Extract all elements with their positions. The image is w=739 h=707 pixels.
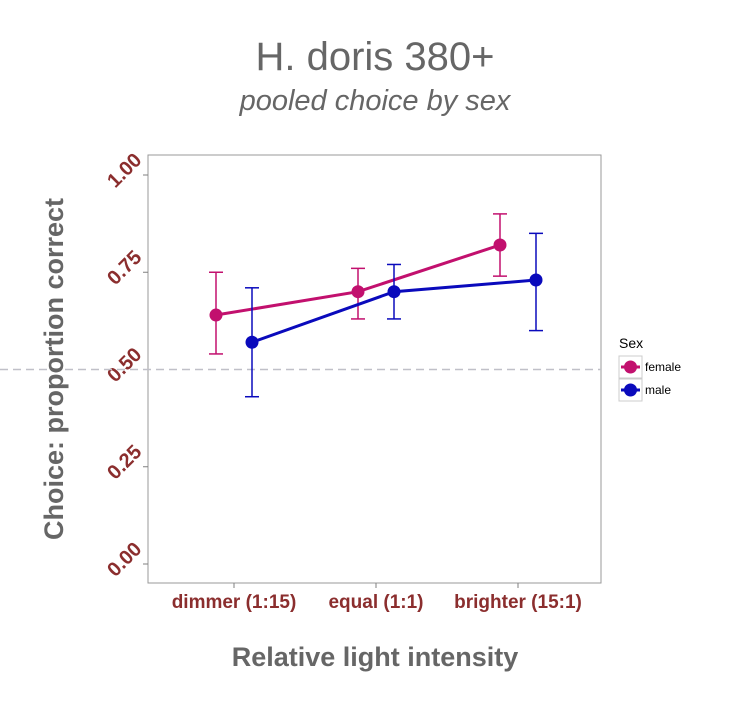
y-tick-label: 0.75 bbox=[103, 246, 146, 289]
data-point-male bbox=[245, 335, 259, 349]
data-point-female bbox=[209, 308, 223, 322]
data-point-male bbox=[529, 273, 543, 287]
legend-label-female: female bbox=[645, 360, 681, 374]
chart-subtitle: pooled choice by sex bbox=[239, 85, 512, 117]
y-tick-label: 0.00 bbox=[103, 538, 146, 581]
legend-key-point bbox=[624, 383, 637, 397]
legend: Sex female male bbox=[618, 335, 681, 402]
data-point-female bbox=[493, 238, 507, 252]
y-axis-label: Choice: proportion correct bbox=[39, 198, 69, 540]
legend-key-point bbox=[624, 360, 637, 374]
data-point-female bbox=[351, 285, 365, 299]
x-tick-label: brighter (15:1) bbox=[454, 592, 582, 613]
series-layer bbox=[209, 213, 543, 398]
y-tick-label: 0.50 bbox=[103, 344, 146, 387]
y-tick-label: 0.25 bbox=[103, 441, 146, 484]
legend-label-male: male bbox=[645, 383, 671, 397]
y-tick-label: 1.00 bbox=[103, 149, 146, 192]
chart-title: H. doris 380+ bbox=[255, 35, 494, 79]
x-tick-label: equal (1:1) bbox=[328, 592, 423, 613]
x-axis-label: Relative light intensity bbox=[232, 642, 519, 672]
data-point-male bbox=[387, 285, 401, 299]
legend-title: Sex bbox=[619, 335, 643, 351]
y-axis: 0.00 0.25 0.50 0.75 1.00 bbox=[103, 149, 148, 581]
x-axis: dimmer (1:15) equal (1:1) brighter (15:1) bbox=[172, 583, 582, 613]
x-tick-label: dimmer (1:15) bbox=[172, 592, 297, 613]
